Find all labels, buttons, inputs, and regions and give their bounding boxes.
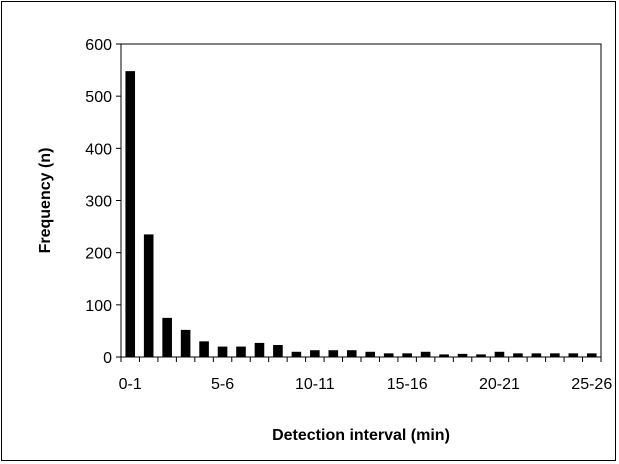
y-tick-label: 100 (85, 298, 112, 315)
bar (254, 342, 265, 357)
bar (383, 353, 394, 357)
bar (513, 353, 523, 357)
y-tick-label: 400 (85, 141, 112, 158)
bar (328, 350, 339, 357)
bar (273, 345, 283, 357)
bar (236, 346, 246, 357)
y-tick-label: 0 (103, 350, 112, 367)
bar (402, 353, 412, 357)
y-tick-label: 600 (85, 37, 112, 54)
bar (143, 234, 154, 357)
x-axis-title: Detection interval (min) (272, 427, 450, 444)
y-tick-label: 200 (85, 246, 112, 263)
bar (420, 351, 431, 357)
y-tick-label: 500 (85, 89, 112, 106)
x-tick-label: 0-1 (119, 376, 142, 393)
x-tick-label: 5-6 (211, 376, 234, 393)
bar (568, 353, 579, 357)
bar (162, 317, 172, 357)
bar (346, 350, 357, 357)
y-axis-title: Frequency (n) (37, 148, 54, 254)
bar (180, 329, 191, 357)
x-tick-label: 10-11 (295, 376, 335, 393)
bar (531, 353, 542, 357)
bar (365, 351, 376, 357)
bar (217, 346, 228, 357)
y-tick-label: 300 (85, 194, 112, 211)
bar (457, 353, 468, 357)
bar (125, 71, 136, 358)
plot-border (120, 43, 602, 358)
bar (439, 354, 449, 357)
bar (494, 351, 505, 357)
x-tick-label: 25-26 (571, 376, 612, 393)
bar (550, 353, 560, 357)
bar (199, 341, 209, 357)
plot-area (120, 43, 602, 358)
x-axis: 0-1 5-6 10-11 15-16 20-21 25-26 (119, 357, 612, 393)
bars (125, 71, 597, 358)
y-axis: 0 100 200 300 400 500 600 (85, 37, 121, 367)
bar (310, 350, 320, 357)
x-tick-label: 20-21 (479, 376, 520, 393)
x-tick-label: 15-16 (387, 376, 428, 393)
bar (476, 354, 486, 357)
bar (586, 353, 597, 357)
bar (291, 351, 302, 357)
